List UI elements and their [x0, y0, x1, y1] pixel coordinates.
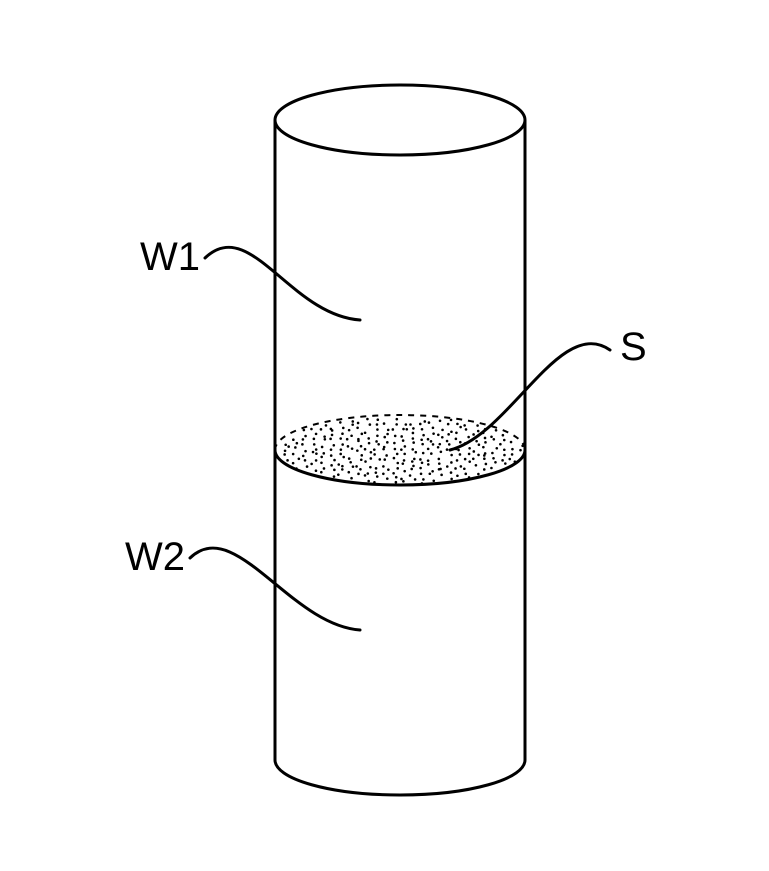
cylinder-diagram: W1 W2 S: [0, 0, 769, 871]
label-w2: W2: [125, 535, 185, 579]
cylinder-outline: [275, 85, 525, 795]
leader-lines: [190, 247, 610, 630]
label-w1: W1: [140, 235, 200, 279]
label-s: S: [620, 325, 647, 369]
